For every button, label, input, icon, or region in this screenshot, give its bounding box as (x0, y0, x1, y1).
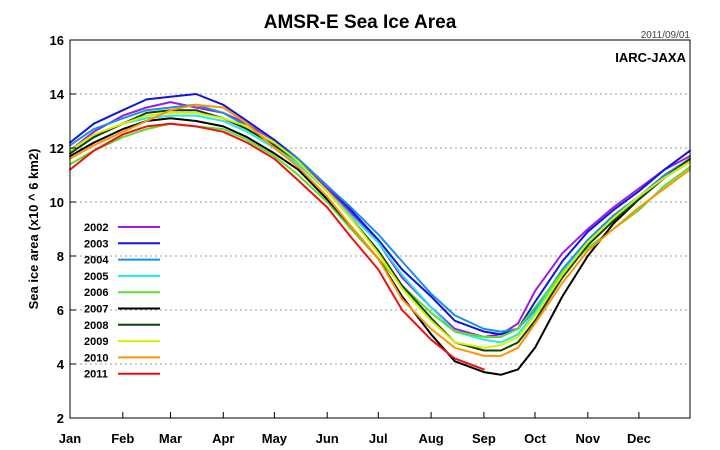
legend-label-2005: 2005 (84, 271, 108, 283)
y-tick-label: 16 (50, 33, 64, 48)
x-tick-label: Sep (472, 431, 496, 446)
y-tick-label: 4 (57, 357, 65, 372)
x-tick-label: Oct (524, 431, 546, 446)
legend-label-2009: 2009 (84, 336, 108, 348)
plot-frame (69, 39, 691, 419)
series-line-2004 (69, 103, 691, 333)
chart-title: AMSR-E Sea Ice Area (264, 12, 457, 33)
legend-label-2002: 2002 (84, 222, 108, 234)
x-tick-label: Nov (576, 431, 601, 446)
x-tick-label: Aug (418, 431, 443, 446)
y-tick-label: 8 (57, 249, 64, 264)
legend-label-2003: 2003 (84, 238, 108, 250)
series-lines (69, 93, 691, 376)
x-tick-label: Jan (59, 431, 81, 446)
series-line-2002 (69, 101, 691, 338)
legend-label-2011: 2011 (84, 369, 108, 381)
y-tick-label: 10 (50, 195, 64, 210)
series-line-2005 (69, 114, 691, 344)
y-tick-label: 2 (57, 411, 64, 426)
legend: 2002 2003 2004 2005 2006 2007 2008 2009 2010 2011 (84, 222, 160, 381)
x-tick-label: Mar (159, 431, 182, 446)
y-axis-label: Sea ice area (x10 ^ 6 km2) (26, 149, 41, 310)
y-tick-label: 12 (50, 141, 64, 156)
series-line-2009 (69, 111, 691, 349)
series-line-2003 (69, 93, 691, 336)
y-tick-label: 6 (57, 303, 64, 318)
legend-label-2008: 2008 (84, 320, 108, 332)
y-tick-label: 14 (50, 87, 65, 102)
x-tick-label: Dec (627, 431, 651, 446)
y-axis: 2 4 6 8 10 12 14 16 (50, 33, 76, 426)
x-tick-label: Feb (111, 431, 134, 446)
x-tick-label: May (262, 431, 288, 446)
x-tick-label: Jul (369, 431, 388, 446)
legend-label-2010: 2010 (84, 352, 108, 364)
legend-label-2007: 2007 (84, 304, 108, 316)
source-label: IARC-JAXA (615, 50, 686, 65)
grid-lines (70, 93, 690, 365)
x-tick-label: Apr (212, 431, 234, 446)
legend-label-2004: 2004 (84, 255, 109, 267)
series-line-2010 (69, 103, 691, 357)
series-line-2011 (69, 122, 485, 371)
date-stamp: 2011/09/01 (641, 30, 691, 41)
x-axis: Jan Feb Mar Apr May Jun Jul Aug Sep Oct Nov Dec (59, 412, 651, 446)
x-tick-label: Jun (316, 431, 339, 446)
legend-label-2006: 2006 (84, 287, 108, 299)
